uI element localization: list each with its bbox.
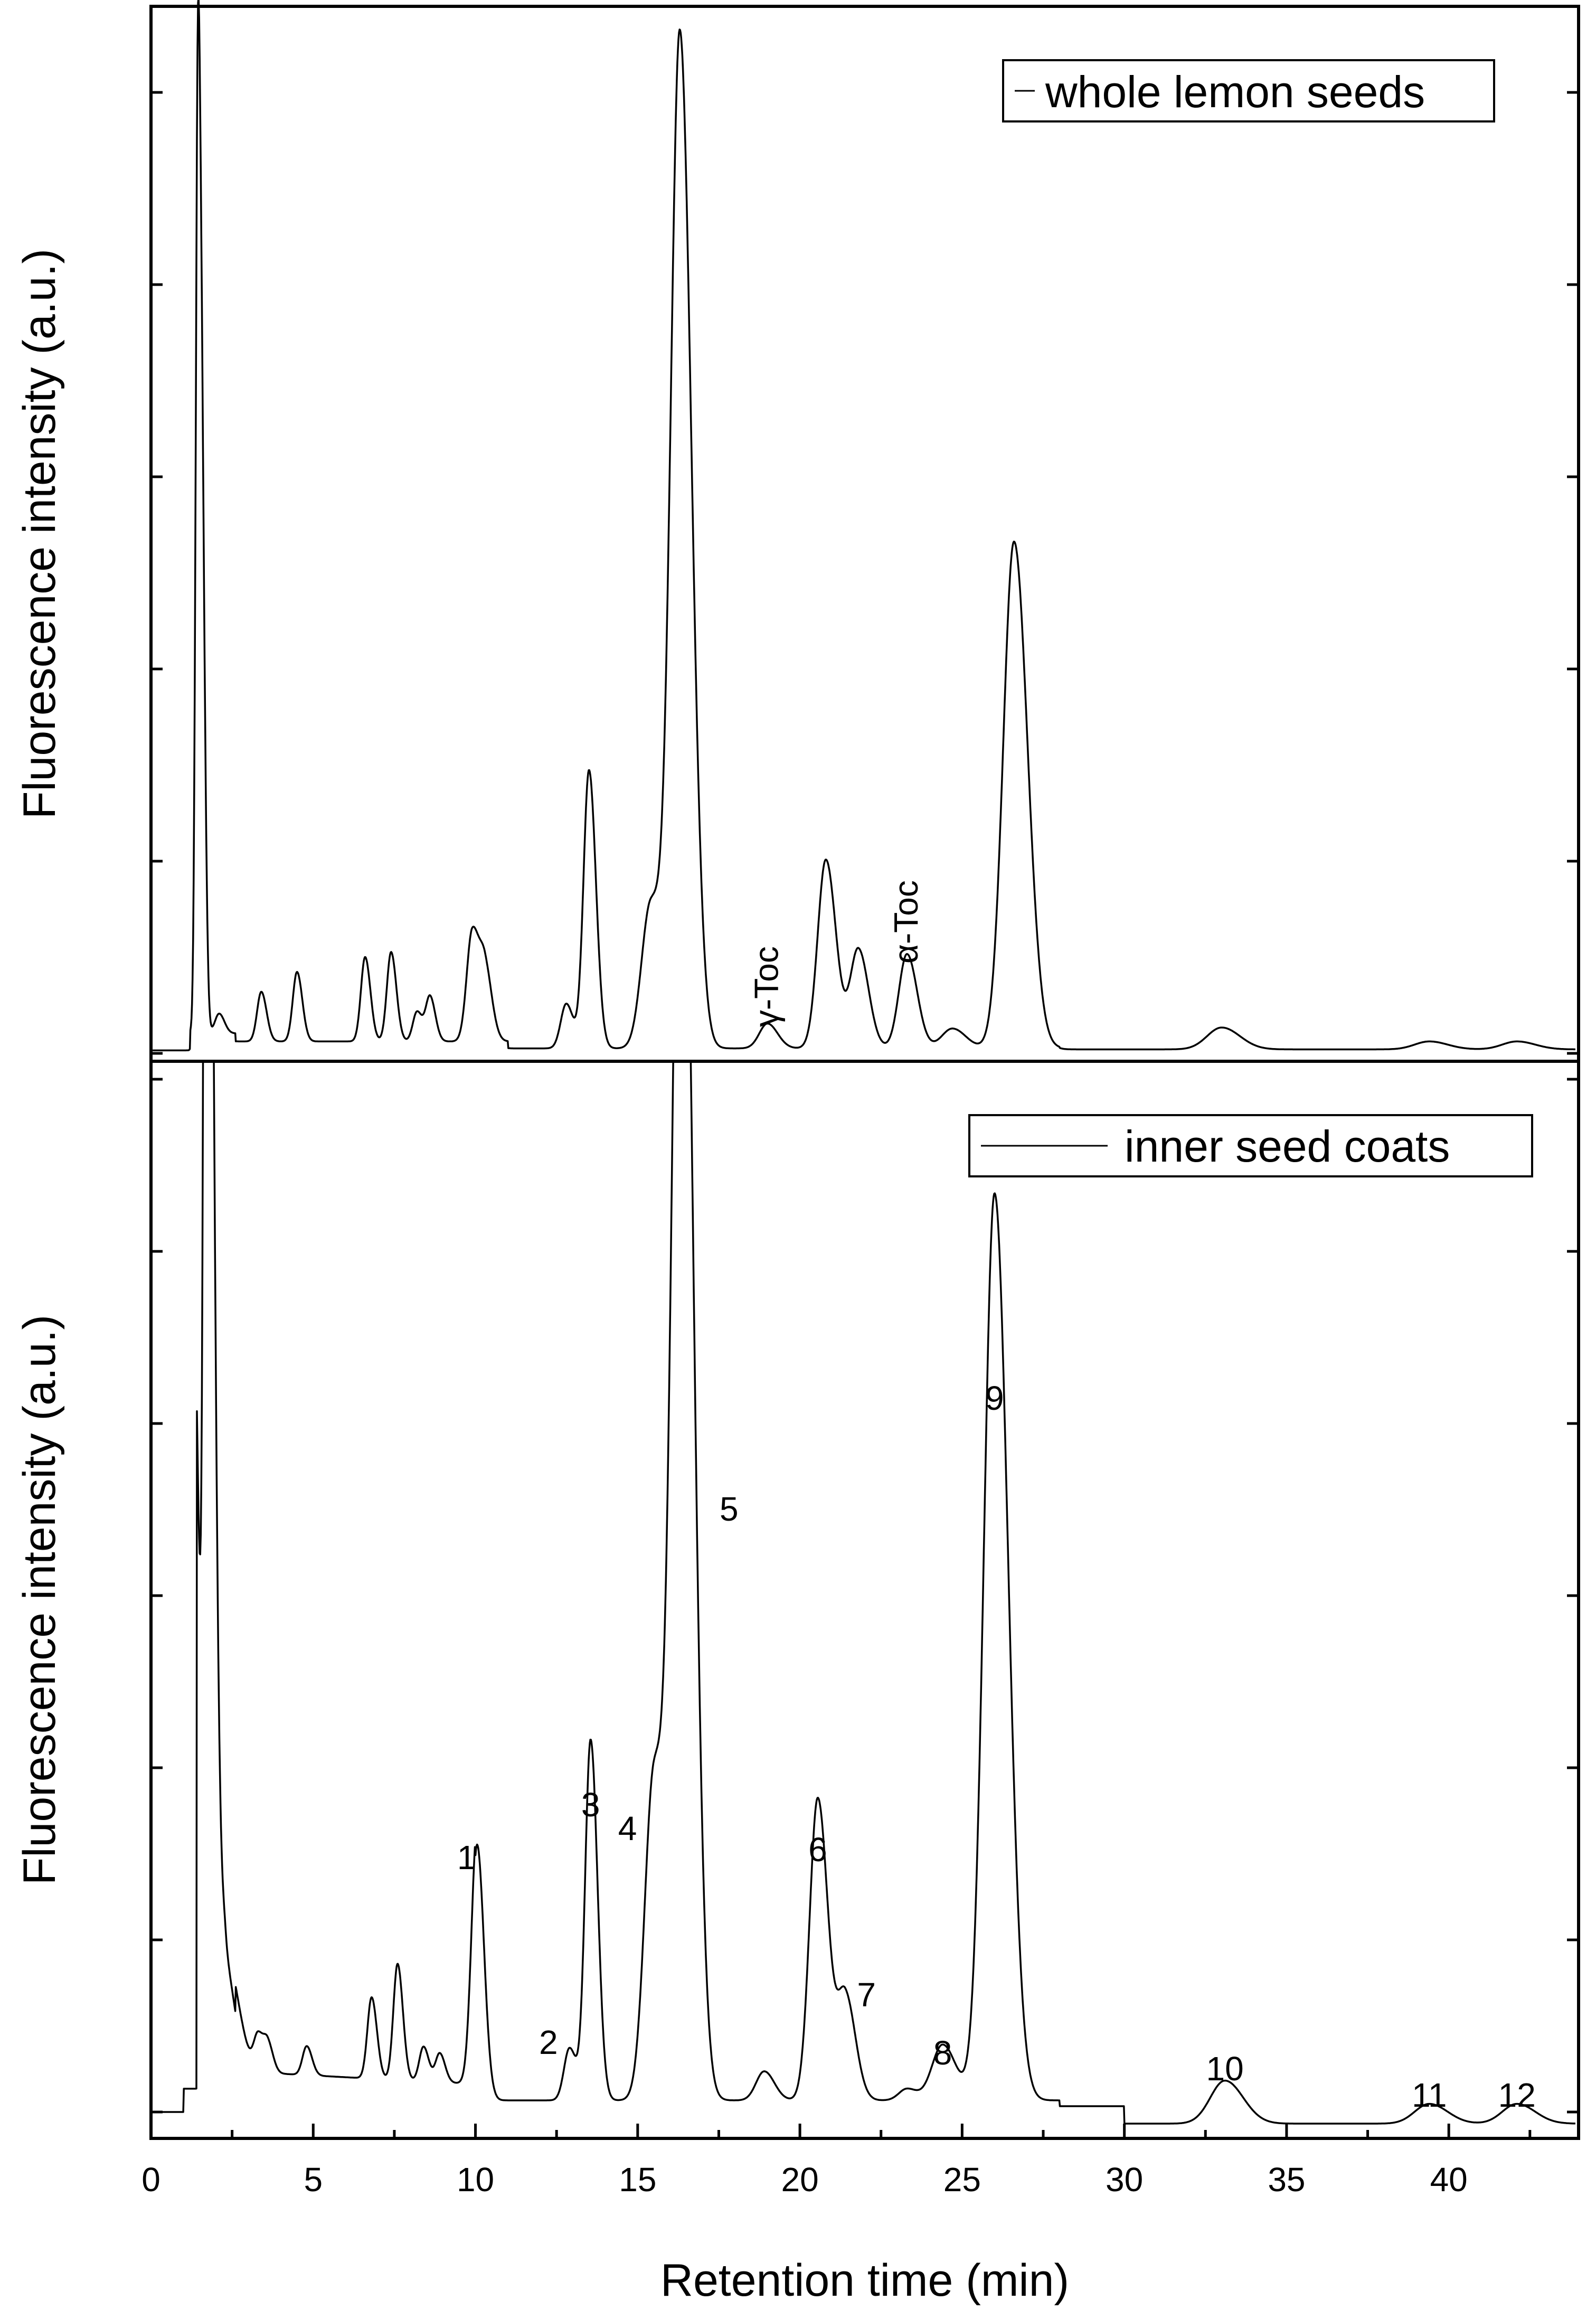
peak-label: 2 [539, 2023, 558, 2061]
top-legend-label: whole lemon seeds [1045, 67, 1425, 117]
peak-label: 3 [581, 1786, 600, 1824]
top-plot-frame [149, 5, 1580, 1063]
x-axis-title: Retention time (min) [660, 2255, 1069, 2306]
x-tick-label: 10 [457, 2161, 494, 2199]
peak-label: 5 [720, 1490, 739, 1528]
bottom-legend: inner seed coats [968, 1114, 1533, 1177]
peak-label: 4 [618, 1809, 637, 1847]
top-y-axis-title: Fluorescence intensity (a.u.) [14, 249, 65, 819]
bottom-legend-label: inner seed coats [1125, 1121, 1450, 1171]
x-tick-label: 40 [1430, 2161, 1468, 2199]
peak-label: 9 [985, 1379, 1004, 1417]
peak-label: 1 [457, 1838, 476, 1877]
bottom-y-ticks [151, 1078, 1579, 2114]
x-axis-ticks: 0 5 10 15 20 25 30 35 40 [141, 2124, 1532, 2199]
x-tick-label: 20 [781, 2161, 818, 2199]
top-y-ticks [151, 91, 1579, 1055]
x-tick-label: 30 [1106, 2161, 1143, 2199]
peak-label: 7 [857, 1976, 876, 2014]
top-panel: whole lemon seeds Fluorescence intensity… [14, 0, 1580, 1063]
bottom-y-axis-title: Fluorescence intensity (a.u.) [14, 1315, 65, 1885]
top-legend-box [1002, 59, 1495, 122]
bottom-plot-frame [149, 1060, 1580, 2140]
peak-label: 10 [1206, 2050, 1244, 2088]
x-tick-label: 35 [1268, 2161, 1305, 2199]
top-annotation-gamma-toc: γ-Toc [748, 946, 786, 1027]
bottom-panel: inner seed coats Fluorescence intensity … [14, 1060, 1580, 2306]
top-legend: whole lemon seeds [1002, 59, 1495, 122]
peak-label: 12 [1498, 2076, 1536, 2114]
peak-label: 8 [933, 2034, 952, 2072]
top-chromatogram-trace [152, 0, 1576, 1052]
x-tick-label: 25 [943, 2161, 981, 2199]
x-tick-label: 5 [304, 2161, 323, 2199]
peak-label: 6 [808, 1831, 827, 1869]
x-tick-label: 0 [141, 2161, 160, 2199]
x-tick-label: 15 [619, 2161, 656, 2199]
bottom-chromatogram-trace [153, 1063, 1576, 2125]
peak-label: 11 [1412, 2076, 1447, 2114]
top-annotation-alpha-toc: α-Toc [887, 880, 925, 964]
